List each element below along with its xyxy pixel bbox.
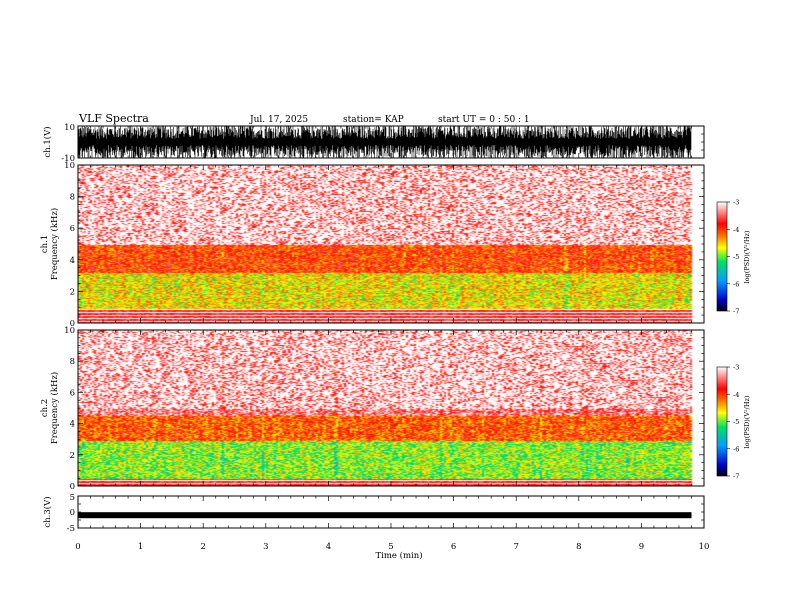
ch3-ytick-bottom: -5 — [67, 524, 75, 534]
x-axis-label: Time (min) — [375, 550, 422, 561]
x-tick-label: 8 — [576, 542, 581, 552]
x-tick-label: 2 — [200, 542, 205, 552]
ch2-colorbar-tick: -6 — [733, 445, 739, 453]
ch1-colorbar-label: log(PSD)(V²/Hz) — [743, 230, 751, 283]
ch1-spec-ytick-label: 8 — [70, 193, 75, 203]
ch1-spec-ytick-label: 4 — [70, 256, 75, 266]
x-tick-label: 0 — [75, 542, 80, 552]
ch1-colorbar-tick: -7 — [733, 308, 739, 316]
ch1-ytick-bottom: -10 — [61, 154, 75, 164]
ch1-spec-ylabel-ch: ch.1 — [40, 235, 50, 253]
x-tick-label: 3 — [263, 542, 268, 552]
x-tick-label: 1 — [138, 542, 143, 552]
ch2-colorbar-tick: -3 — [733, 364, 739, 372]
ch3-waveform-panel: 5 0 -5 ch.3(V) — [42, 493, 705, 534]
x-tick-label: 6 — [451, 542, 456, 552]
ch2-spectrogram-image — [78, 330, 704, 486]
station-label: station= KAP — [343, 115, 404, 125]
ch2-spec-ytick-label: 4 — [70, 420, 75, 430]
ch1-spectrogram-panel: 0 2 4 6 8 10 ch.1 Frequency (kHz) — [40, 161, 705, 329]
ch1-spec-ytick-label: 0 — [70, 319, 75, 329]
ch2-spec-ytick-label: 10 — [64, 326, 75, 336]
ch2-spec-ytick-label: 6 — [70, 388, 75, 398]
ch1-colorbar-tick: -4 — [733, 226, 739, 234]
ch1-ytick-top: 10 — [64, 123, 75, 133]
ch2-colorbar: -3 -4 -5 -6 -7 log(PSD)(V²/Hz) — [716, 364, 751, 481]
ch1-waveform-panel: 10 -10 ch.1(V) — [42, 123, 705, 164]
ch1-spec-ytick-label: 2 — [70, 287, 75, 297]
ch2-spec-ylabel-freq: Frequency (kHz) — [49, 372, 60, 444]
x-tick-label: 4 — [326, 542, 331, 552]
x-tick-label: 9 — [639, 542, 644, 552]
ch2-spec-ylabel-ch: ch.2 — [40, 399, 50, 417]
ch2-spec-ytick-label: 8 — [70, 357, 75, 367]
x-tick-label: 7 — [513, 542, 518, 552]
ch3-ytick-top: 5 — [70, 493, 75, 503]
x-axis-ticks: 0 1 2 3 4 5 6 7 8 9 10 — [75, 125, 710, 552]
ch2-colorbar-tick: -4 — [733, 391, 739, 399]
ch2-spectrogram-panel: 0 2 4 6 8 10 ch.2 Frequency (kHz) — [40, 326, 705, 492]
ch2-colorbar-tick: -5 — [733, 418, 739, 426]
ch1-colorbar: -3 -4 -5 -6 -7 log(PSD)(V²/Hz) — [716, 199, 751, 316]
ch3-trace — [78, 512, 692, 519]
date-label: Jul. 17, 2025 — [249, 115, 308, 125]
ch1-waveform-line — [78, 126, 692, 158]
ch2-colorbar-label: log(PSD)(V²/Hz) — [743, 395, 751, 448]
ch2-spec-ytick-label: 0 — [70, 482, 75, 492]
ch1-colorbar-tick: -3 — [733, 199, 739, 207]
ch1-ylabel: ch.1(V) — [42, 126, 53, 157]
ch2-spec-ytick-label: 2 — [70, 451, 75, 461]
start-time-label: start UT = 0 : 50 : 1 — [438, 115, 530, 125]
ch3-ytick-mid: 0 — [70, 508, 75, 518]
ch1-colorbar-tick: -6 — [733, 280, 739, 288]
ch1-colorbar-tick: -5 — [733, 253, 739, 261]
ch3-ylabel: ch.3(V) — [42, 496, 53, 527]
ch3-waveform-line — [78, 512, 692, 519]
x-tick-label: 5 — [388, 542, 393, 552]
x-tick-label: 10 — [699, 542, 710, 552]
ch1-spectrogram-image — [78, 165, 704, 323]
figure-title: VLF Spectra — [78, 112, 149, 125]
ch2-colorbar-tick: -7 — [733, 473, 739, 481]
ch1-spec-ylabel-freq: Frequency (kHz) — [49, 208, 60, 280]
ch1-trace — [78, 126, 692, 158]
ch1-spec-ytick-label: 10 — [64, 161, 75, 171]
ch1-spec-ytick-label: 6 — [70, 224, 75, 234]
